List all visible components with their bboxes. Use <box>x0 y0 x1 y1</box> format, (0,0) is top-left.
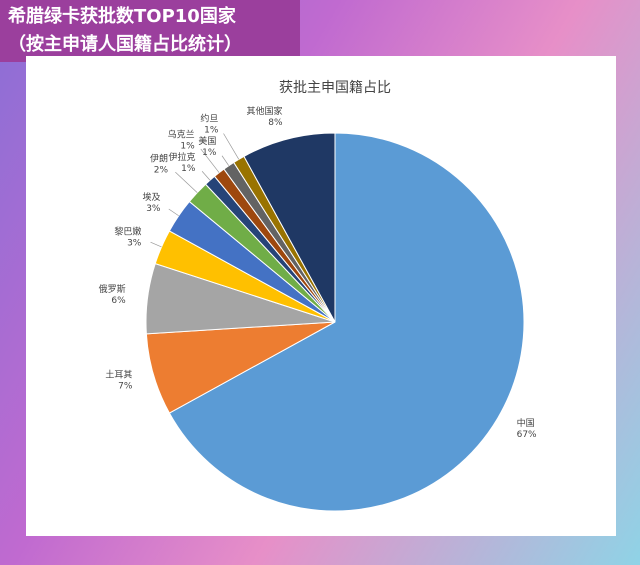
slice-label: 约旦 <box>200 112 218 124</box>
slice-value-label: 6% <box>111 296 126 306</box>
slice-value-label: 1% <box>180 142 195 152</box>
slice-label: 伊朗 <box>150 153 168 165</box>
slice-label: 俄罗斯 <box>99 283 126 295</box>
slice-label: 埃及 <box>142 191 160 203</box>
slice-value-label: 8% <box>268 118 283 128</box>
pie-slice <box>243 132 336 323</box>
leader-line <box>150 241 162 248</box>
pie-slice <box>168 132 525 512</box>
slice-label: 其他国家 <box>247 105 283 117</box>
slice-label: 乌克兰 <box>168 129 195 141</box>
slice-label: 美国 <box>198 135 216 147</box>
slice-value-label: 2% <box>154 166 169 176</box>
slice-value-label: 1% <box>202 148 217 158</box>
slice-label: 伊拉克 <box>168 151 195 163</box>
banner-subtitle: （按主申请人国籍占比统计） <box>8 34 242 55</box>
banner-title: 希腊绿卡获批数TOP10国家 <box>8 6 236 27</box>
slice-value-label: 1% <box>204 125 219 135</box>
slice-label: 中国 <box>517 417 535 429</box>
slice-value-label: 67% <box>517 430 537 440</box>
slice-value-label: 7% <box>118 381 133 391</box>
slice-label: 土耳其 <box>105 368 132 380</box>
chart-title: 获批主申国籍占比 <box>279 79 391 96</box>
slice-value-label: 1% <box>181 164 196 174</box>
leader-line <box>200 148 220 173</box>
leader-line <box>221 155 230 166</box>
leader-line <box>175 171 198 193</box>
leader-line <box>223 133 240 160</box>
slice-label: 黎巴嫩 <box>114 226 141 238</box>
leader-line <box>201 170 211 181</box>
leader-line <box>168 208 179 217</box>
banner: 希腊绿卡获批数TOP10国家 （按主申请人国籍占比统计） <box>0 0 300 62</box>
slice-value-label: 3% <box>127 239 142 249</box>
slice-value-label: 3% <box>146 204 161 214</box>
